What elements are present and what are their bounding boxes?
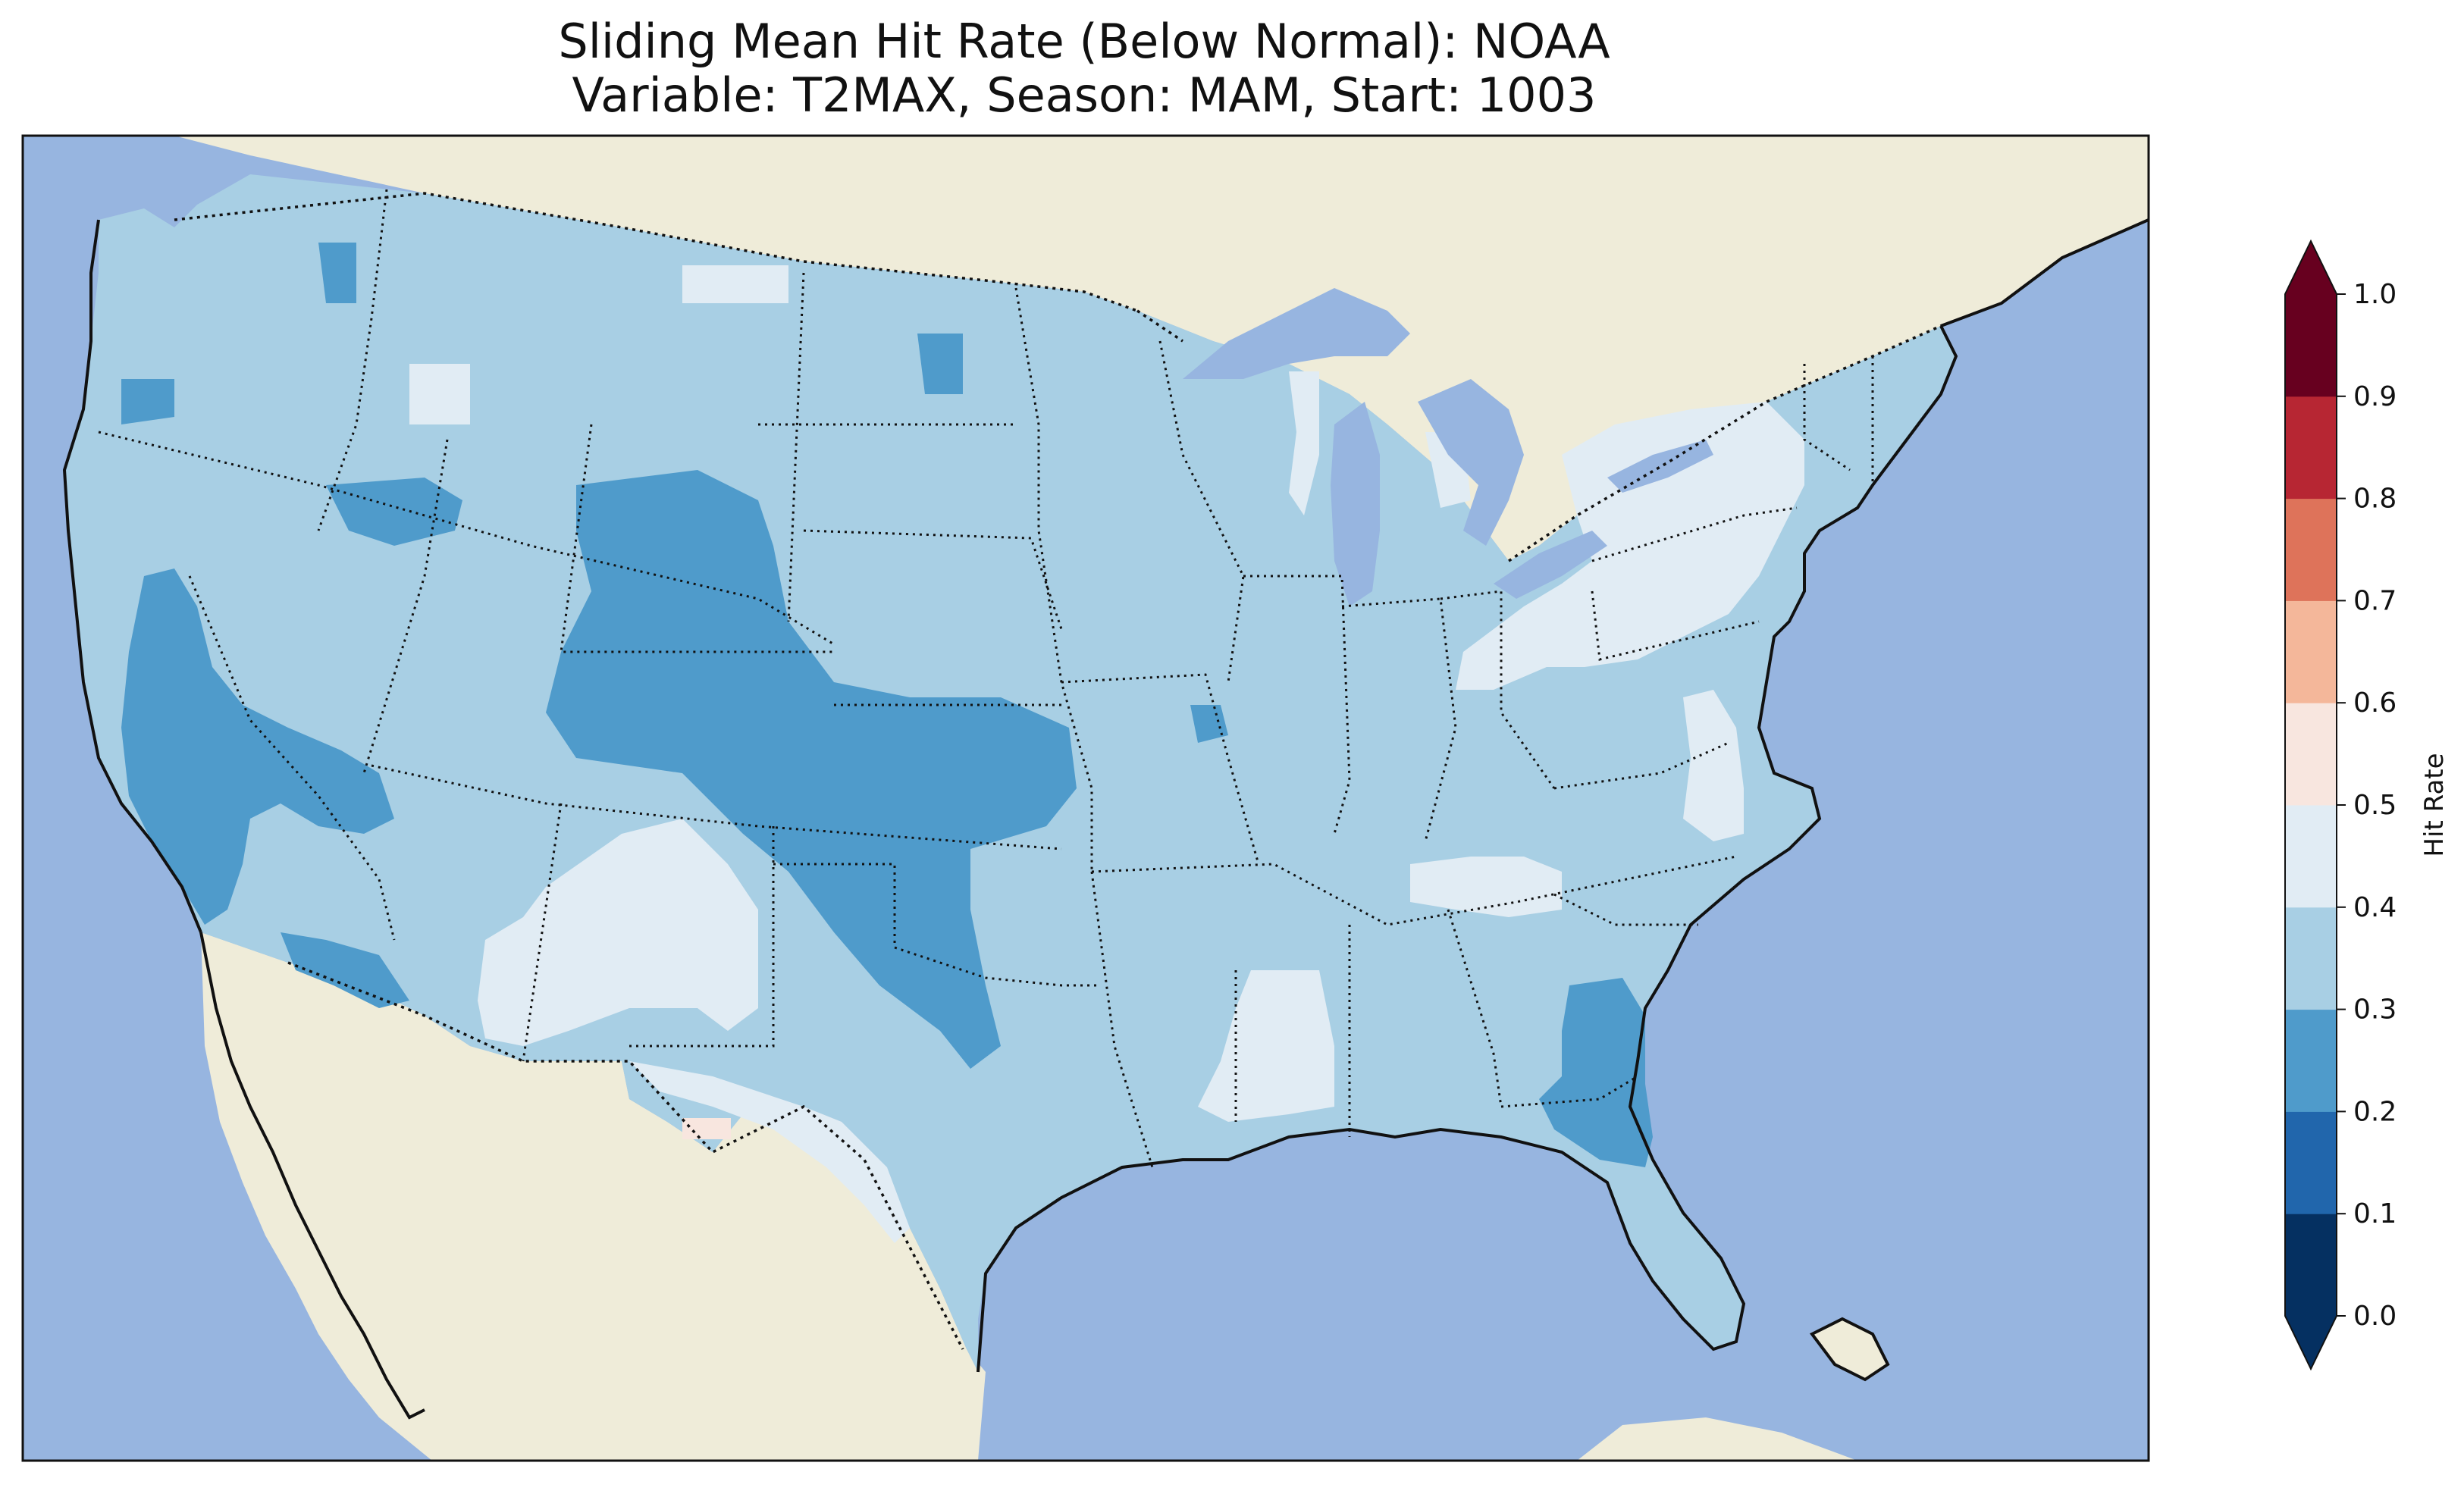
region-plains-dark (546, 470, 1077, 1069)
colorbar-bin (2285, 703, 2337, 806)
country-borders (174, 192, 1942, 1350)
colorbar-tick-label: 0.6 (2353, 687, 2397, 719)
region-california-dark (121, 568, 394, 925)
south-america-edge (1577, 1417, 1857, 1461)
colorbar-bin (2285, 1111, 2337, 1214)
colorbar-bins (2284, 239, 2337, 1371)
lake-ontario (1607, 440, 1713, 493)
region-north-dakota-dark (917, 334, 963, 394)
colorbar-ticks: 0.0 0.1 0.2 0.3 0.4 0.5 0.6 0.7 0.8 0.9 1.0 (2337, 279, 2397, 1332)
colorbar-tick-label: 0.8 (2353, 484, 2397, 515)
map-subtitle: Variable: T2MAX, Season: MAM, Start: 100… (572, 67, 1597, 123)
colorbar-tick-label: 0.1 (2353, 1198, 2397, 1229)
colorbar-tick-label: 0.0 (2353, 1301, 2397, 1332)
region-mississippi-light (1198, 970, 1334, 1122)
region-montana-light (682, 265, 788, 303)
map-area (23, 136, 2149, 1461)
colorbar-label: Hit Rate (2419, 753, 2450, 857)
region-oregon-dark (121, 379, 174, 424)
region-ohio-pennsylvania-light (1456, 402, 1804, 690)
colorbar-tick-label: 0.3 (2353, 994, 2397, 1026)
map-title: Sliding Mean Hit Rate (Below Normal): NO… (558, 14, 1610, 69)
colorbar-tick-label: 0.7 (2353, 585, 2397, 616)
colorbar-tick-label: 0.9 (2353, 381, 2397, 412)
colorbar-bin (2285, 805, 2337, 908)
state-boundaries (98, 189, 1874, 1168)
lake-michigan (1331, 402, 1380, 606)
colorbar-bin (2285, 1214, 2337, 1317)
map-frame (21, 134, 2150, 1462)
lake-erie (1494, 531, 1607, 599)
colorbar-tick-label: 0.5 (2353, 790, 2397, 821)
region-idaho-dark (326, 478, 462, 546)
region-washington-dark (318, 243, 356, 303)
region-missouri-dark (1190, 705, 1228, 743)
baja-land (201, 932, 425, 1417)
colorbar-tick-label: 1.0 (2353, 279, 2397, 310)
colorbar-extend-min (2285, 1316, 2337, 1369)
region-socal-dark (281, 932, 409, 1008)
region-wisconsin-light (1289, 371, 1319, 515)
region-georgia-dark (1539, 978, 1653, 1167)
colorbar-tick-label: 0.2 (2353, 1096, 2397, 1127)
lake-superior (1183, 288, 1410, 379)
colorbar-tick-label: 0.4 (2353, 892, 2397, 923)
region-bigbend-pale (682, 1118, 731, 1139)
colorbar-bin (2285, 1009, 2337, 1112)
colorbar-bin (2285, 498, 2337, 601)
cuba-land (1812, 1319, 1888, 1380)
colorbar-extend-max (2285, 241, 2337, 294)
coastlines (62, 218, 2149, 1420)
colorbar-bin (2285, 600, 2337, 703)
colorbar-bin (2285, 396, 2337, 500)
lake-huron (1418, 379, 1524, 546)
region-newmexico-light (478, 819, 758, 1046)
colorbar-bin (2285, 294, 2337, 397)
region-idaho-light (409, 364, 470, 424)
colorbar-bin (2285, 907, 2337, 1010)
region-virginia-light (1683, 690, 1744, 841)
region-tennessee-light (1410, 857, 1562, 917)
